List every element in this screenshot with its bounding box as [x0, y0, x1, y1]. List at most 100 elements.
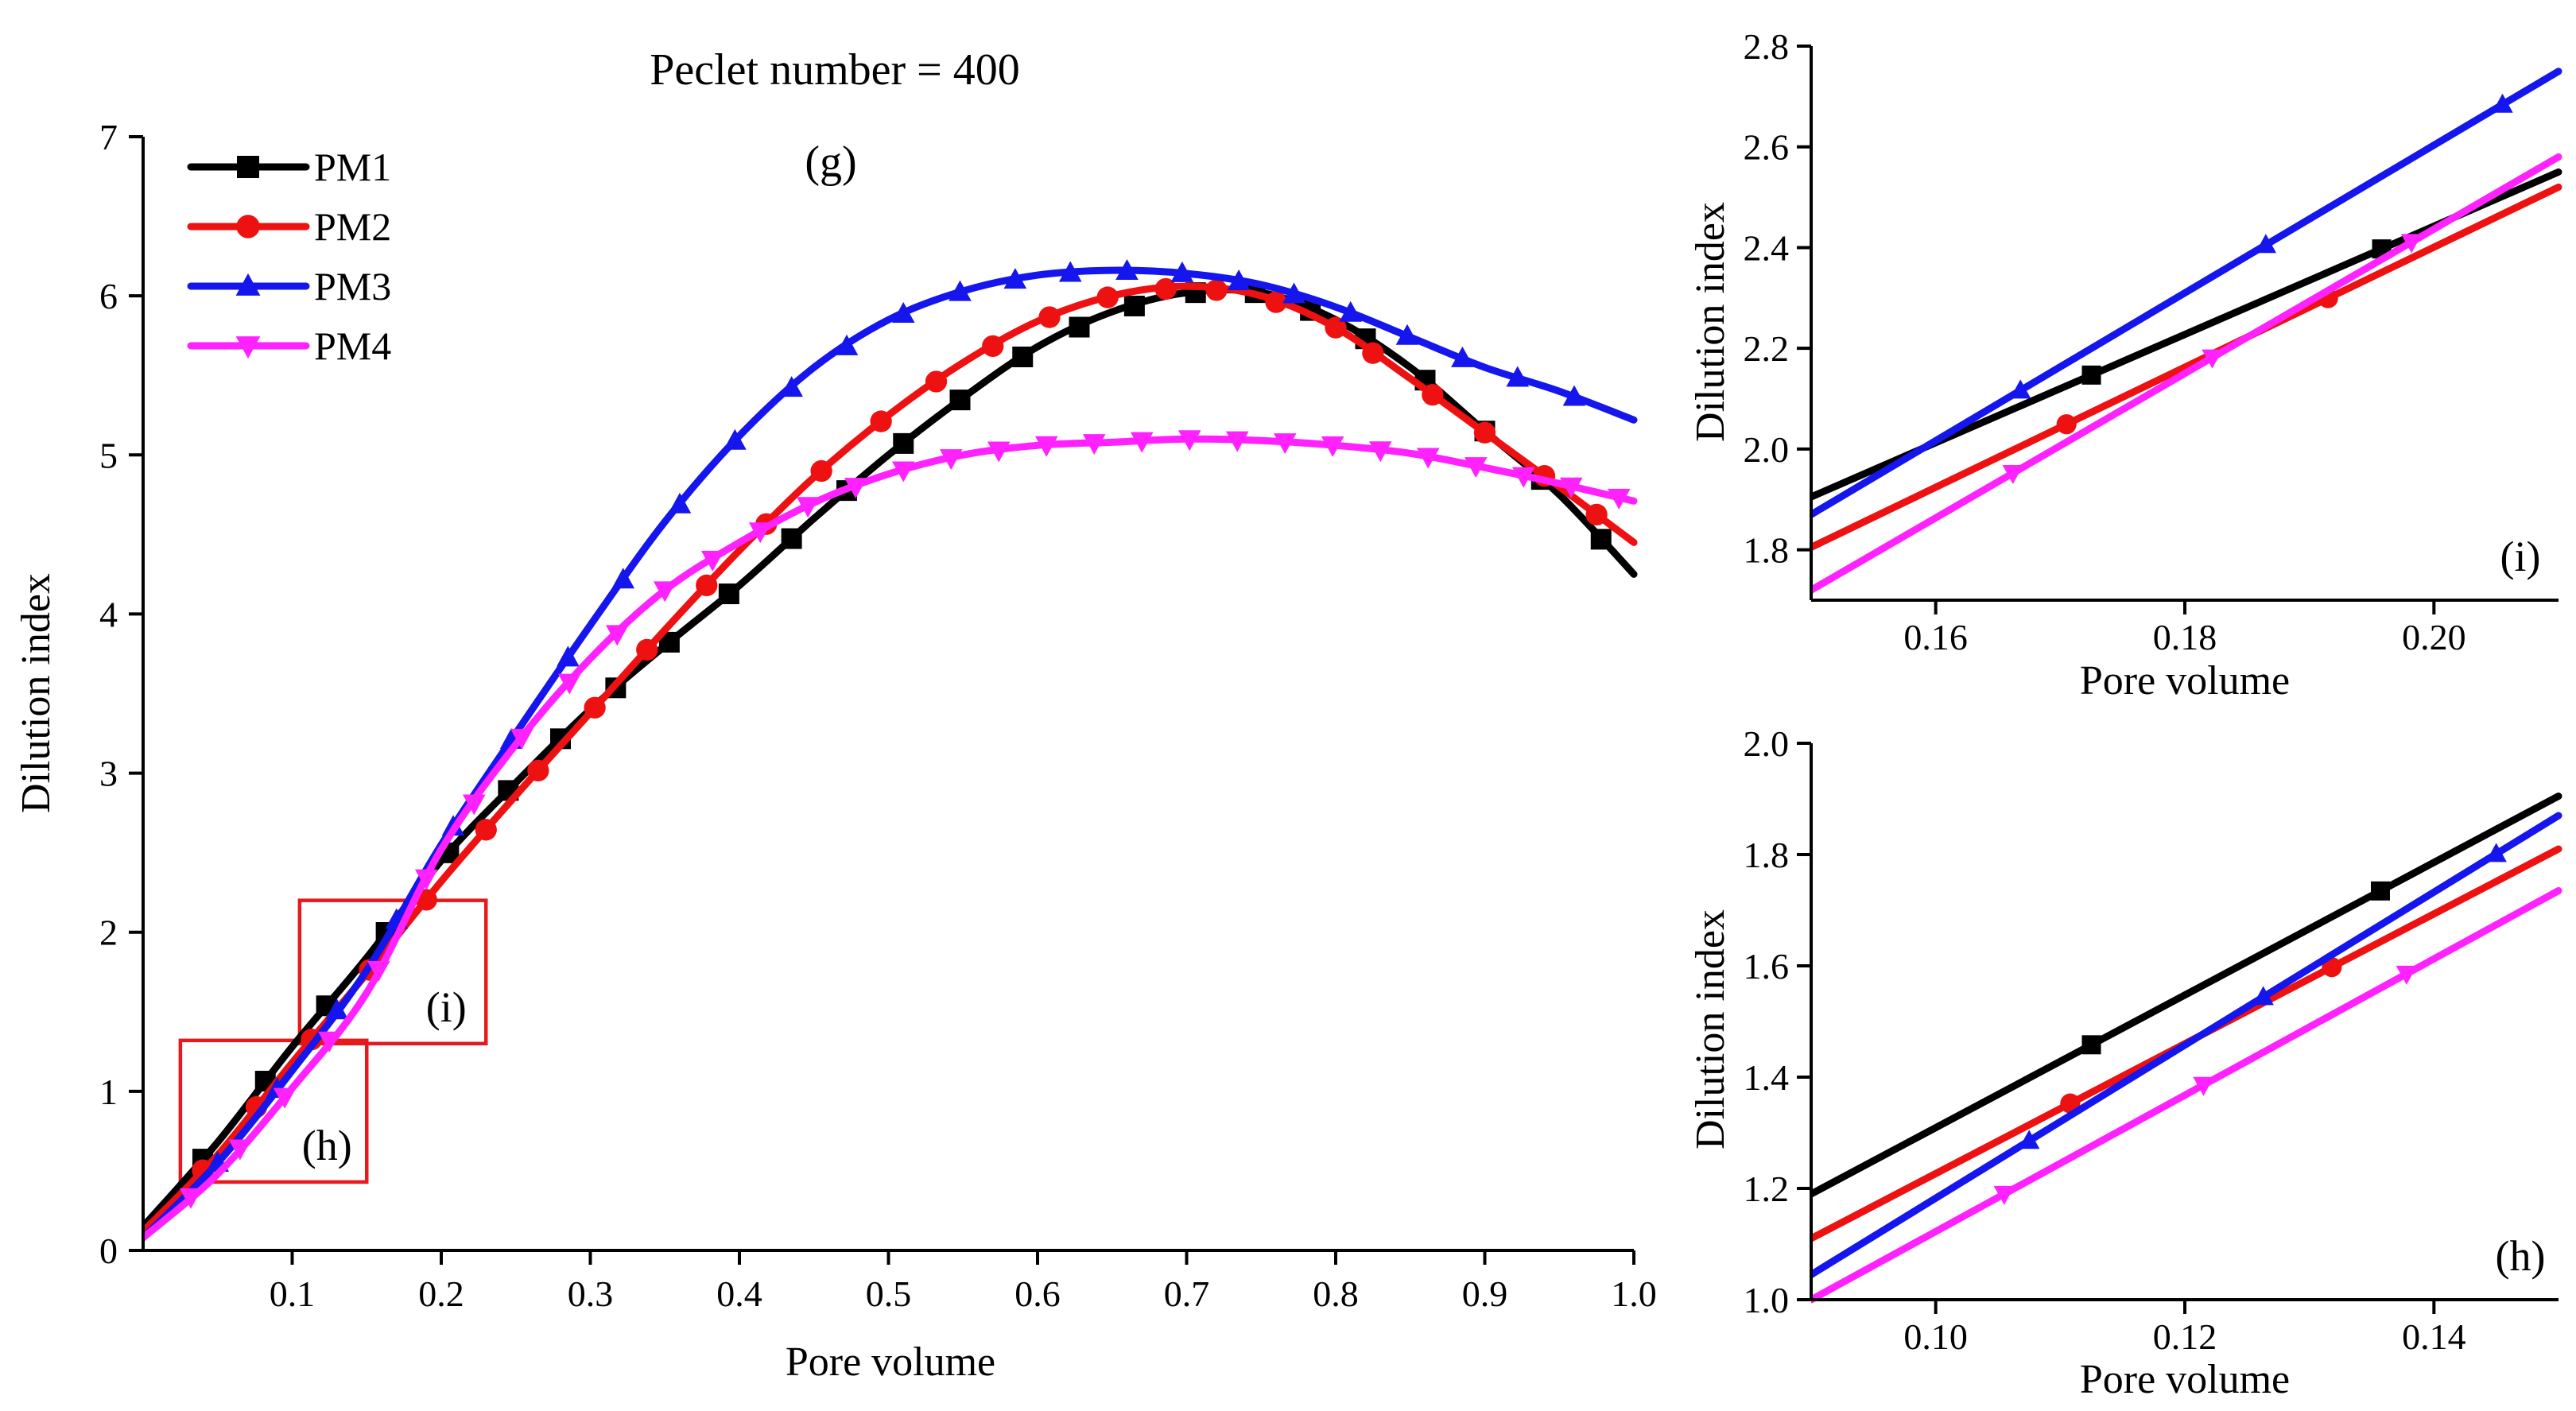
main-point-pm4-28 [1511, 467, 1535, 488]
main-zoom-label-h: (h) [302, 1122, 352, 1169]
main-y-tick-label-2: 2 [99, 913, 118, 953]
main-point-pm1-12 [893, 432, 914, 454]
main-point-pm4-14 [844, 478, 867, 499]
main-point-pm3-9 [724, 428, 747, 450]
main-point-pm4-16 [939, 449, 963, 471]
main-y-tick-label-5: 5 [99, 435, 118, 475]
main-point-pm3-7 [611, 568, 635, 589]
main-y-axis-title: Dilution index [14, 573, 59, 813]
main-panel-tag: (g) [805, 138, 856, 187]
i-point-pm3-1 [2255, 234, 2277, 254]
main-point-pm4-4 [367, 960, 390, 982]
main-point-pm1-14 [1012, 346, 1034, 367]
main-point-pm4-7 [510, 728, 533, 750]
zoom-i-panel-tag: (i) [2500, 533, 2541, 580]
main-y-tick-label-0: 0 [99, 1231, 118, 1271]
main-point-pm4-13 [796, 497, 820, 518]
main-point-pm4-29 [1559, 477, 1583, 498]
zoom-h-y-axis-title: Dilution index [1688, 909, 1733, 1149]
h-point-pm3-1 [2252, 986, 2274, 1006]
legend-marker-pm1 [237, 156, 259, 178]
h-y-tick-label-4: 1.8 [1744, 835, 1790, 875]
main-point-pm2-22 [1422, 383, 1444, 406]
main-y-tick-label-7: 7 [99, 117, 118, 157]
main-point-pm4-15 [891, 461, 915, 483]
i-series-line-pm3 [1811, 68, 2562, 518]
h-point-pm3-0 [2018, 1130, 2040, 1149]
h-point-pm1-1 [2370, 881, 2390, 901]
main-x-tick-label-7: 0.8 [1313, 1273, 1359, 1314]
main-point-pm1-15 [1069, 316, 1090, 338]
main-chart-panel: Peclet number = 400 (g) (i) (h) 0.1 0.2 0.3… [14, 45, 1657, 1385]
zoom-h-axes: 0.10 0.12 0.14 1.0 1.2 1.4 1.6 1.8 2.0 [1744, 723, 2559, 1357]
main-point-pm2-20 [1325, 316, 1347, 339]
h-y-tick-label-3: 1.6 [1744, 946, 1790, 987]
main-axes: 0.1 0.2 0.3 0.4 0.5 0.6 0.7 0.8 0.9 1.0 0 1 2 3 4 5 6 7 [99, 117, 1657, 1314]
main-point-pm2-25 [1585, 503, 1608, 525]
i-x-tick-label-1: 0.18 [2153, 617, 2217, 657]
main-point-pm3-2 [325, 998, 349, 1020]
main-x-axis-title: Pore volume [786, 1339, 995, 1385]
main-point-pm2-13 [925, 370, 948, 393]
i-plot-area [1811, 68, 2562, 594]
main-point-pm3-11 [835, 334, 859, 355]
main-point-pm2-16 [1096, 286, 1119, 308]
h-series-line-pm4 [1811, 887, 2562, 1304]
main-point-pm3-15 [1058, 261, 1082, 282]
main-point-pm3-23 [1506, 366, 1530, 387]
main-point-pm4-22 [1225, 431, 1249, 452]
main-point-pm2-6 [527, 759, 549, 782]
main-point-pm3-21 [1395, 324, 1419, 345]
main-point-pm4-5 [414, 869, 438, 890]
main-point-pm3-24 [1562, 385, 1586, 406]
main-x-tick-label-4: 0.5 [866, 1273, 912, 1314]
main-point-pm4-25 [1368, 441, 1392, 463]
main-point-pm4-17 [987, 441, 1011, 463]
i-y-tick-label-0: 1.8 [1744, 530, 1790, 571]
main-series-line-pm4 [143, 435, 1638, 1242]
legend-marker-pm2 [236, 215, 260, 238]
main-point-pm3-8 [668, 492, 692, 514]
main-point-pm1-9 [718, 583, 739, 605]
main-point-pm2-18 [1205, 279, 1228, 301]
i-point-pm4-2 [2400, 234, 2423, 254]
main-point-pm4-24 [1321, 436, 1344, 457]
main-point-pm2-7 [584, 696, 606, 719]
legend-label-pm2: PM2 [314, 204, 391, 249]
zoom-chart-h-panel: 0.10 0.12 0.14 1.0 1.2 1.4 1.6 1.8 2.0 Pore volu… [1688, 723, 2562, 1402]
h-y-tick-label-0: 1.0 [1744, 1280, 1790, 1320]
main-point-pm3-6 [557, 645, 580, 667]
zoom-h-series-group [1811, 793, 2562, 1304]
main-point-pm4-3 [318, 1031, 341, 1052]
h-y-tick-label-1: 1.2 [1744, 1169, 1790, 1209]
main-point-pm3-17 [1170, 261, 1194, 282]
main-point-pm4-11 [700, 550, 724, 572]
main-point-pm1-10 [781, 528, 802, 549]
h-x-tick-label-1: 0.12 [2153, 1316, 2217, 1357]
h-y-tick-label-5: 2.0 [1744, 723, 1790, 764]
main-y-tick-label-6: 6 [99, 276, 118, 316]
main-point-pm2-5 [475, 819, 497, 841]
main-point-pm4-9 [605, 625, 629, 646]
main-point-pm2-8 [636, 638, 658, 661]
main-point-pm4-30 [1607, 488, 1631, 510]
main-x-tick-label-8: 0.9 [1462, 1273, 1508, 1314]
h-point-pm4-1 [2193, 1076, 2214, 1096]
main-point-pm4-2 [273, 1087, 297, 1109]
main-point-pm4-26 [1416, 448, 1440, 469]
main-zoom-box-i [297, 898, 488, 1046]
h-point-pm2-1 [2322, 957, 2342, 978]
main-point-pm1-24 [1590, 529, 1612, 550]
main-y-tick-label-3: 3 [99, 754, 118, 794]
main-y-tick-label-1: 1 [99, 1072, 118, 1112]
main-series-group [143, 258, 1638, 1242]
legend-marker-pm4 [235, 336, 261, 359]
zoom-i-x-axis-title: Pore volume [2080, 658, 2290, 704]
main-point-pm2-14 [982, 335, 1004, 358]
h-point-pm1-0 [2081, 1035, 2101, 1055]
main-point-pm3-14 [1003, 268, 1027, 289]
main-x-tick-label-6: 0.7 [1164, 1273, 1210, 1314]
i-y-tick-label-4: 2.6 [1744, 127, 1790, 168]
main-point-pm2-9 [696, 574, 718, 597]
